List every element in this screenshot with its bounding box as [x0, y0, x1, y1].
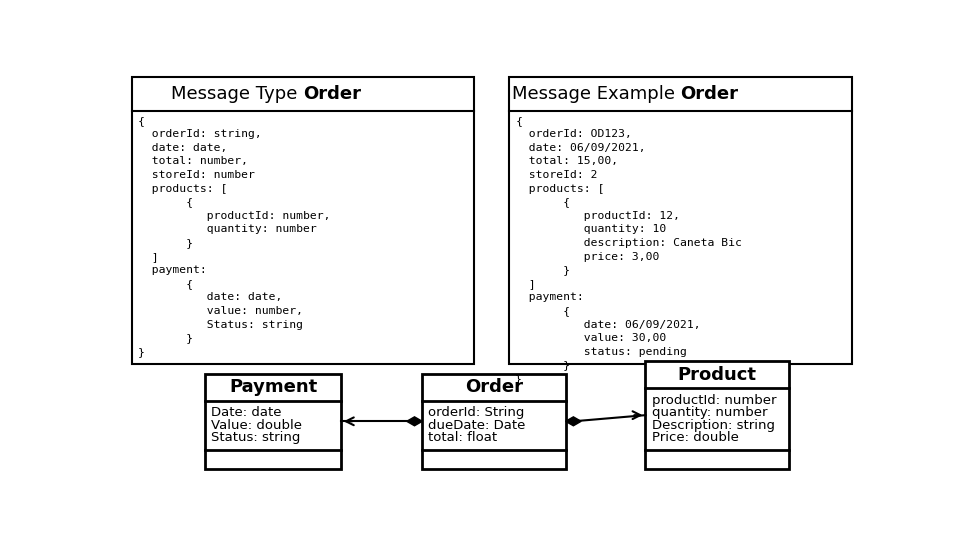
Bar	[645, 361, 789, 469]
Text: Order: Order	[465, 378, 523, 396]
Text: {
  orderId: OD123,
  date: 06/09/2021,
  total: 15,00,
  storeId: 2
  products:: { orderId: OD123, date: 06/09/2021, tota…	[516, 116, 742, 384]
Text: Price: double: Price: double	[652, 431, 738, 444]
Text: Product: Product	[678, 366, 756, 384]
Text: {
  orderId: string,
  date: date,
  total: number,
  storeId: number
  products: { orderId: string, date: date, total: nu…	[138, 116, 330, 357]
Text: dueDate: Date: dueDate: Date	[428, 418, 526, 431]
Text: Description: string: Description: string	[652, 418, 775, 431]
Polygon shape	[407, 417, 422, 426]
Bar	[205, 374, 341, 469]
Text: Message Example: Message Example	[512, 85, 681, 103]
Text: Order: Order	[681, 85, 738, 103]
Text: Order: Order	[303, 85, 361, 103]
Bar	[509, 77, 852, 363]
Text: quantity: number: quantity: number	[652, 406, 767, 420]
Text: Status: string: Status: string	[211, 431, 300, 444]
Text: Value: double: Value: double	[211, 418, 302, 431]
Bar	[422, 374, 565, 469]
Text: Date: date: Date: date	[211, 406, 282, 420]
Text: total: float: total: float	[428, 431, 497, 444]
Text: Payment: Payment	[228, 378, 317, 396]
Text: Message Type: Message Type	[171, 85, 303, 103]
Bar	[132, 77, 474, 363]
Polygon shape	[565, 417, 581, 426]
Text: productId: number: productId: number	[652, 394, 776, 407]
Text: orderId: String: orderId: String	[428, 406, 525, 420]
